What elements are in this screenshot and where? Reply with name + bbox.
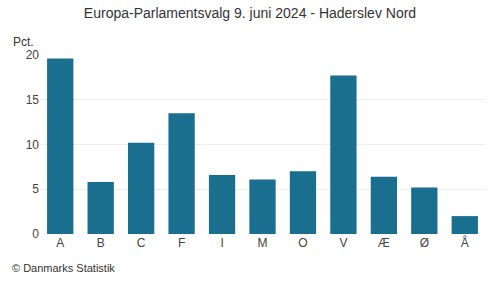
svg-text:I: I	[220, 236, 223, 250]
svg-text:Ø: Ø	[420, 236, 429, 250]
svg-text:Pct.: Pct.	[13, 35, 34, 49]
svg-text:C: C	[137, 236, 146, 250]
svg-text:O: O	[298, 236, 307, 250]
svg-text:Europa-Parlamentsvalg 9. juni: Europa-Parlamentsvalg 9. juni 2024 - Had…	[84, 5, 416, 21]
svg-text:A: A	[56, 236, 64, 250]
svg-text:0: 0	[32, 227, 39, 241]
svg-text:Æ: Æ	[378, 236, 390, 250]
svg-text:V: V	[339, 236, 347, 250]
svg-text:15: 15	[26, 93, 40, 107]
svg-text:10: 10	[26, 138, 40, 152]
svg-text:F: F	[178, 236, 185, 250]
svg-text:5: 5	[32, 182, 39, 196]
svg-text:Å: Å	[461, 235, 469, 250]
svg-text:© Danmarks Statistik: © Danmarks Statistik	[12, 262, 115, 274]
svg-text:B: B	[97, 236, 105, 250]
svg-text:20: 20	[26, 48, 40, 62]
svg-text:M: M	[258, 236, 268, 250]
